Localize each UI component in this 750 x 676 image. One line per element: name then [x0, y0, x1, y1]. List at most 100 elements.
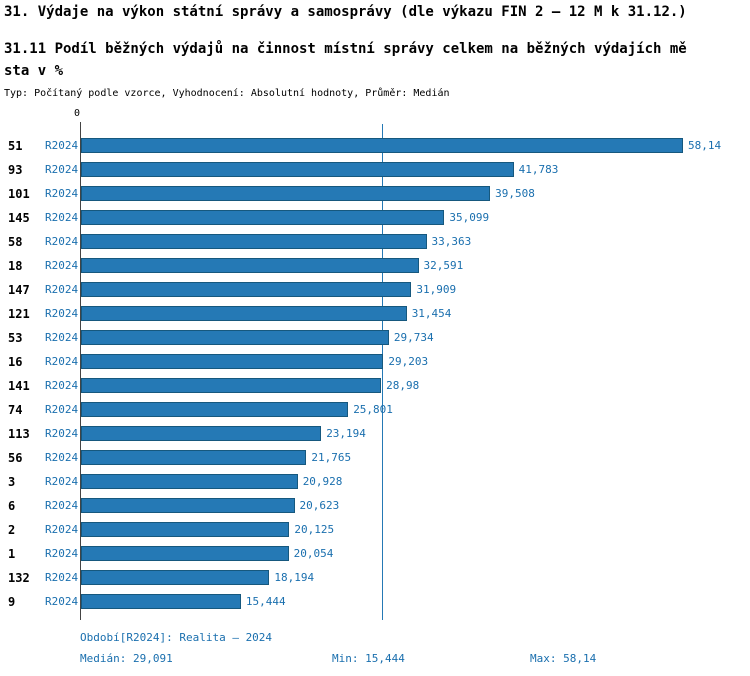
series-label: R2024 — [45, 331, 79, 344]
value-label: 20,623 — [299, 499, 340, 512]
value-label: 41,783 — [518, 163, 559, 176]
bar — [81, 186, 491, 201]
value-label: 32,591 — [423, 259, 464, 272]
series-label: R2024 — [45, 475, 79, 488]
category-label: 147 — [8, 283, 30, 297]
series-label: R2024 — [45, 307, 79, 320]
series-label: R2024 — [45, 571, 79, 584]
bar-row: 132 R2024 18,194 — [0, 566, 750, 590]
value-label: 20,125 — [294, 523, 335, 536]
bar — [81, 282, 412, 297]
category-label: 2 — [8, 523, 16, 537]
value-label: 21,765 — [311, 451, 352, 464]
footer-median: Medián: 29,091 — [80, 652, 173, 665]
series-label: R2024 — [45, 187, 79, 200]
bar — [81, 546, 289, 561]
bar — [81, 162, 514, 177]
value-label: 25,801 — [353, 403, 393, 416]
series-label: R2024 — [45, 355, 79, 368]
value-label: 20,054 — [293, 547, 334, 560]
series-label: R2024 — [45, 379, 79, 392]
bar-row: 16 R2024 29,203 — [0, 350, 750, 374]
bar — [81, 258, 419, 273]
value-label: 31,909 — [416, 283, 457, 296]
value-label: 28,98 — [386, 379, 420, 392]
footer-min: Min: 15,444 — [332, 652, 405, 665]
bar — [81, 402, 349, 417]
bar-row: 1 R2024 20,054 — [0, 542, 750, 566]
category-label: 51 — [8, 139, 23, 153]
value-label: 18,194 — [274, 571, 315, 584]
bar — [81, 594, 241, 609]
bar-row: 113 R2024 23,194 — [0, 422, 750, 446]
series-label: R2024 — [45, 235, 79, 248]
bar-row: 51 R2024 58,14 — [0, 134, 750, 158]
series-label: R2024 — [45, 499, 79, 512]
indicator-subtitle: 31.11 Podíl běžných výdajů na činnost mí… — [4, 38, 746, 82]
median-line — [382, 124, 384, 620]
bar-row: 6 R2024 20,623 — [0, 494, 750, 518]
category-label: 121 — [8, 307, 30, 321]
bar-row: 121 R2024 31,454 — [0, 302, 750, 326]
series-label: R2024 — [45, 139, 79, 152]
category-label: 113 — [8, 427, 30, 441]
category-label: 74 — [8, 403, 23, 417]
value-label: 33,363 — [431, 235, 472, 248]
bar — [81, 234, 427, 249]
bar-row: 2 R2024 20,125 — [0, 518, 750, 542]
category-label: 6 — [8, 499, 16, 513]
bar — [81, 306, 407, 321]
value-label: 31,454 — [411, 307, 452, 320]
value-label: 23,194 — [326, 427, 366, 440]
category-label: 145 — [8, 211, 30, 225]
series-label: R2024 — [45, 259, 79, 272]
category-label: 53 — [8, 331, 23, 345]
bar — [81, 330, 389, 345]
bar-row: 93 R2024 41,783 — [0, 158, 750, 182]
bar-row: 145 R2024 35,099 — [0, 206, 750, 230]
page-title: 31. Výdaje na výkon státní správy a samo… — [4, 4, 687, 20]
bar — [81, 570, 270, 585]
bar — [81, 450, 307, 465]
category-label: 93 — [8, 163, 23, 177]
bar-row: 53 R2024 29,734 — [0, 326, 750, 350]
category-label: 3 — [8, 475, 16, 489]
indicator-meta: Typ: Počítaný podle vzorce, Vyhodnocení:… — [4, 88, 450, 99]
category-label: 132 — [8, 571, 30, 585]
y-axis-line — [80, 122, 81, 620]
category-label: 58 — [8, 235, 23, 249]
footer-max: Max: 58,14 — [530, 652, 597, 665]
x-axis-zero-label: 0 — [74, 108, 81, 119]
value-label: 39,508 — [495, 187, 535, 200]
series-label: R2024 — [45, 451, 79, 464]
bar-row: 58 R2024 33,363 — [0, 230, 750, 254]
category-label: 18 — [8, 259, 23, 273]
value-label: 15,444 — [245, 595, 286, 608]
series-label: R2024 — [45, 595, 79, 608]
bar-row: 9 R2024 15,444 — [0, 590, 750, 614]
value-label: 58,14 — [688, 139, 722, 152]
bar-row: 74 R2024 25,801 — [0, 398, 750, 422]
bar — [81, 378, 382, 393]
bar — [81, 474, 298, 489]
category-label: 16 — [8, 355, 23, 369]
series-label: R2024 — [45, 211, 79, 224]
value-label: 20,928 — [302, 475, 343, 488]
bar — [81, 426, 322, 441]
bar-row: 101 R2024 39,508 — [0, 182, 750, 206]
value-label: 35,099 — [449, 211, 490, 224]
series-label: R2024 — [45, 283, 79, 296]
indicator-subtitle-line1: 31.11 Podíl běžných výdajů na činnost mí… — [4, 41, 687, 57]
bar-row: 147 R2024 31,909 — [0, 278, 750, 302]
series-label: R2024 — [45, 403, 79, 416]
category-label: 56 — [8, 451, 23, 465]
category-label: 9 — [8, 595, 16, 609]
bar-row: 3 R2024 20,928 — [0, 470, 750, 494]
chart-rows: 51 R2024 58,14 93 R2024 41,783 101 R2024 39,508 1… — [0, 134, 750, 614]
series-label: R2024 — [45, 547, 79, 560]
bar-row: 141 R2024 28,98 — [0, 374, 750, 398]
bar — [81, 354, 384, 369]
bar-row: 56 R2024 21,765 — [0, 446, 750, 470]
series-label: R2024 — [45, 523, 79, 536]
bar — [81, 498, 295, 513]
